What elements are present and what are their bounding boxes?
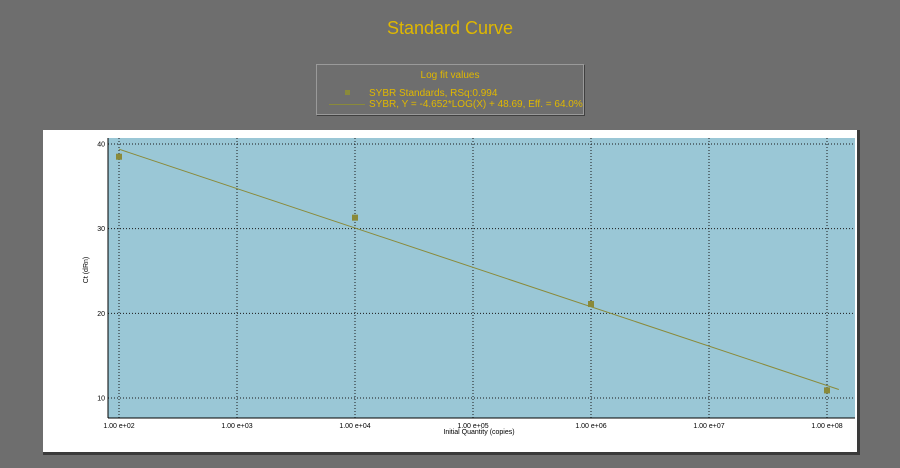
legend-item-fit: SYBR, Y = -4.652*LOG(X) + 48.69, Eff. = …	[325, 98, 583, 110]
legend-series-label: SYBR Standards, RSq:0.994	[369, 87, 498, 99]
x-tick-label: 1.00 e+08	[811, 423, 842, 430]
chart-svg: 1.00 e+02 1.00 e+03 1.00 e+04 1.00 e+05 1.00…	[83, 138, 855, 436]
y-tick-label: 40	[97, 142, 105, 149]
chart-panel: 1.00 e+02 1.00 e+03 1.00 e+04 1.00 e+05 1.00…	[43, 130, 860, 455]
square-marker-icon	[325, 88, 365, 98]
legend-fit-label: SYBR, Y = -4.652*LOG(X) + 48.69, Eff. = …	[369, 98, 583, 110]
legend-item-standards: SYBR Standards, RSq:0.994	[325, 87, 497, 99]
plot-area	[108, 138, 855, 418]
data-point	[116, 153, 122, 160]
data-point	[588, 301, 594, 308]
line-marker-icon	[325, 99, 365, 109]
chart-title: Standard Curve	[386, 18, 514, 38]
y-tick-label: 20	[97, 311, 105, 318]
legend-title: Log fit values	[420, 70, 480, 81]
y-tick-label: 30	[97, 226, 105, 233]
y-tick-label: 10	[97, 396, 105, 403]
x-tick-label: 1.00 e+04	[339, 423, 370, 430]
x-axis-label: Initial Quantity (copies)	[443, 429, 514, 436]
x-tick-label: 1.00 e+06	[575, 423, 606, 430]
data-point	[824, 387, 830, 394]
x-tick-label: 1.00 e+03	[221, 423, 252, 430]
legend: Log fit values SYBR Standards, RSq:0.994…	[316, 64, 584, 115]
x-tick-label: 1.00 e+05	[457, 423, 488, 430]
fit-line	[118, 148, 840, 390]
data-point	[352, 214, 358, 221]
x-tick-label: 1.00 e+02	[103, 423, 134, 430]
y-axis-label: Ct (dRn)	[83, 257, 90, 283]
x-tick-label: 1.00 e+07	[693, 423, 724, 430]
